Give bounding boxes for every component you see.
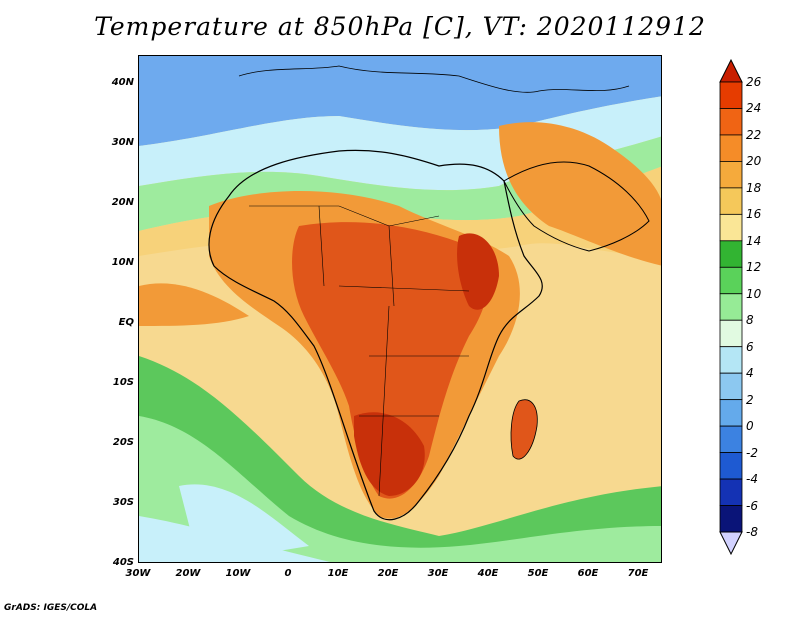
lat-label-20s: 20S: [112, 437, 134, 448]
colorbar-label: 18: [746, 180, 762, 195]
colorbar-box: [719, 81, 743, 109]
lat-label-40s: 40S: [112, 557, 134, 568]
colorbar-box: [719, 240, 743, 268]
colorbar-box: [719, 187, 743, 215]
colorbar-bottom-arrow: [719, 531, 743, 556]
europe-coastline: [238, 65, 630, 93]
colorbar-top-arrow: [719, 58, 743, 83]
colorbar-label: 6: [746, 339, 754, 354]
lat-label-30s: 30S: [112, 497, 134, 508]
map-canvas: [139, 56, 661, 562]
lon-label-70e: 70E: [627, 568, 649, 579]
colorbar-label: 2: [746, 392, 754, 407]
colorbar-label: 20: [746, 154, 762, 169]
colorbar-box: [719, 399, 743, 427]
lat-label-20n: 20N: [111, 197, 134, 208]
madagascar: [510, 399, 538, 460]
colorbar-label: -2: [746, 445, 758, 460]
lat-label-10n: 10N: [111, 257, 134, 268]
arabia-orange: [499, 122, 661, 266]
atlantic-orange: [139, 283, 249, 326]
colorbar-label: 8: [746, 313, 754, 328]
lon-label-60e: 60E: [577, 568, 599, 579]
colorbar: [719, 58, 743, 556]
colorbar-box: [719, 161, 743, 189]
lat-label-10s: 10S: [112, 377, 134, 388]
colorbar-label: -4: [746, 472, 758, 487]
colorbar-box: [719, 319, 743, 348]
country-borders: [249, 205, 470, 497]
colorbar-box: [719, 134, 743, 162]
colorbar-box: [719, 108, 743, 136]
colorbar-box: [719, 266, 743, 295]
lon-label-0: 0: [284, 568, 292, 579]
colorbar-label: -6: [746, 498, 758, 513]
colorbar-box: [719, 505, 743, 533]
africa-warm: [292, 222, 488, 499]
colorbar-label: 0: [746, 419, 754, 434]
colorbar-box: [719, 372, 743, 401]
lon-label-20w: 20W: [175, 568, 201, 579]
southern-ocean-cyan-2: [139, 516, 331, 562]
colorbar-label: -8: [746, 525, 758, 539]
colorbar-box: [719, 293, 743, 321]
footer-credit: GrADS: IGES/COLA: [4, 603, 98, 613]
lon-label-20e: 20E: [377, 568, 399, 579]
colorbar-label: 16: [746, 207, 762, 222]
north-blue: [139, 56, 661, 146]
lat-label-30n: 30N: [111, 137, 134, 148]
lon-label-10e: 10E: [327, 568, 349, 579]
lon-label-50e: 50E: [527, 568, 549, 579]
colorbar-box: [719, 346, 743, 374]
colorbar-box: [719, 213, 743, 242]
lon-label-10w: 10W: [225, 568, 251, 579]
lon-label-30e: 30E: [427, 568, 449, 579]
colorbar-box: [719, 425, 743, 453]
colorbar-label: 4: [746, 366, 754, 381]
colorbar-label: 12: [746, 260, 762, 275]
map-title: Temperature at 850hPa [C], VT: 202011291…: [94, 12, 706, 41]
colorbar-label: 10: [746, 286, 762, 301]
southern-africa-hot: [354, 412, 425, 496]
africa-coastline: [208, 149, 543, 521]
colorbar-box: [719, 478, 743, 506]
arabia-coastline: [503, 161, 650, 252]
colorbar-box: [719, 452, 743, 480]
colorbar-label: 26: [746, 75, 762, 89]
lon-label-40e: 40E: [477, 568, 499, 579]
lat-label-eq: EQ: [118, 317, 134, 328]
lon-label-30w: 30W: [125, 568, 151, 579]
lat-label-40n: 40N: [111, 77, 134, 88]
temperature-map: [138, 55, 662, 563]
colorbar-label: 14: [746, 233, 762, 248]
colorbar-boxes: [719, 81, 743, 533]
colorbar-label: 22: [746, 127, 762, 142]
colorbar-label: 24: [746, 101, 762, 116]
